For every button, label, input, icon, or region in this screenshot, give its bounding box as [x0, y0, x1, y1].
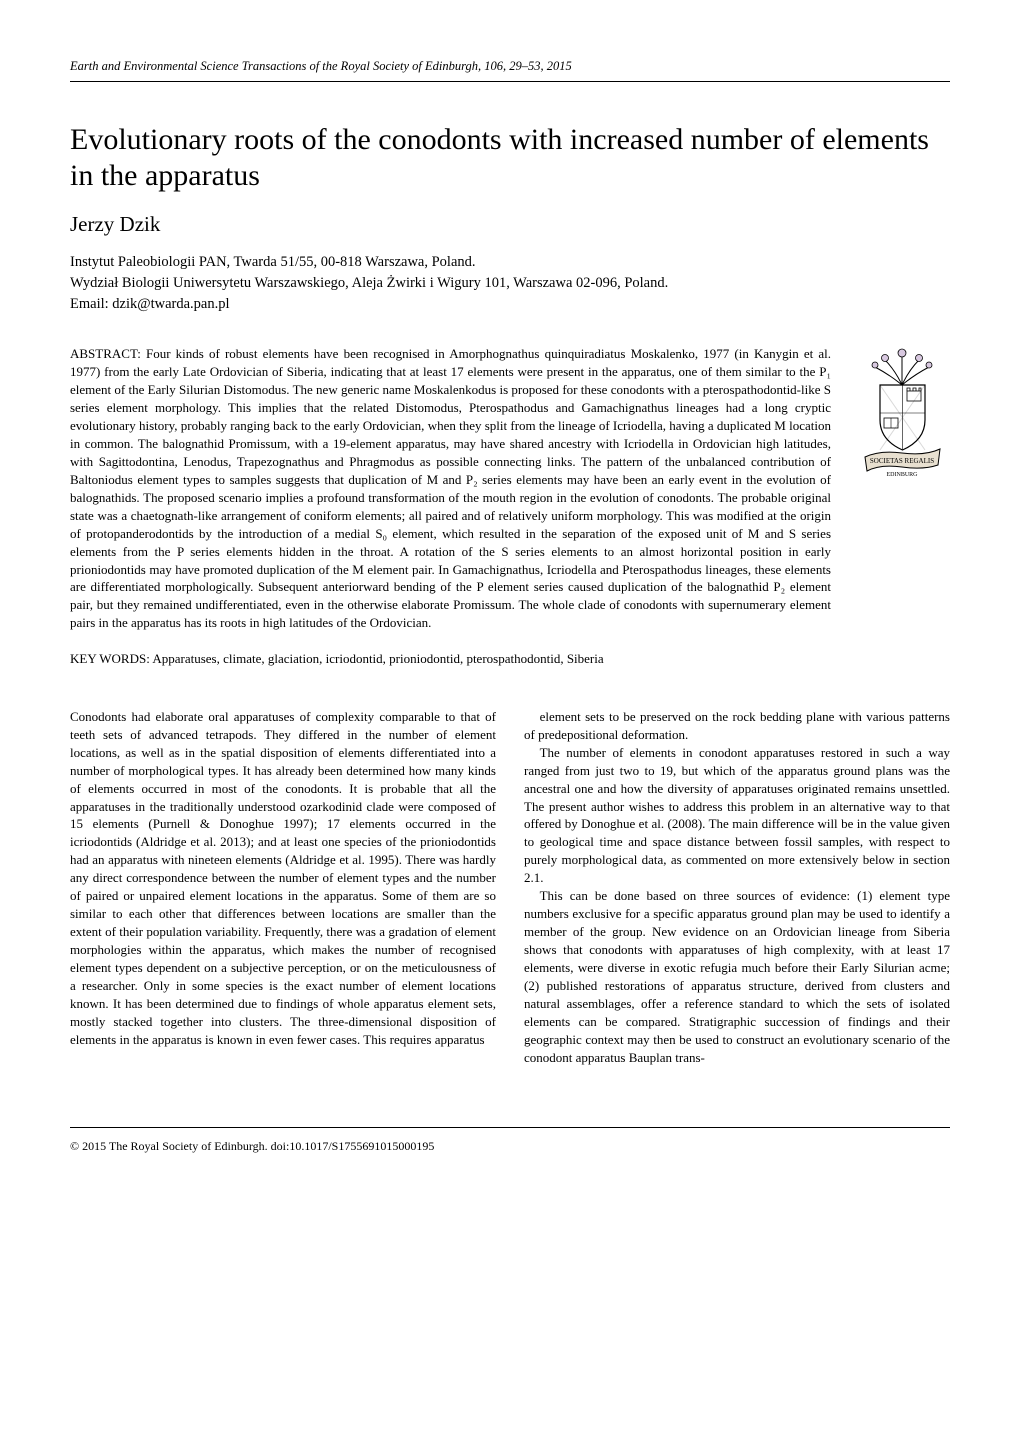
affiliation-block: Instytut Paleobiologii PAN, Twarda 51/55… — [70, 252, 950, 315]
body-p1: Conodonts had elaborate oral apparatuses… — [70, 708, 496, 1049]
footer-copyright: © 2015 The Royal Society of Edinburgh. d… — [70, 1127, 950, 1154]
article-title: Evolutionary roots of the conodonts with… — [70, 122, 950, 194]
keywords-label: KEY WORDS: — [70, 651, 152, 666]
svg-text:SOCIETAS REGALIS: SOCIETAS REGALIS — [870, 457, 934, 465]
abstract-label: ABSTRACT: — [70, 346, 146, 361]
abstract: ABSTRACT: Four kinds of robust elements … — [70, 345, 831, 632]
keywords-body: Apparatuses, climate, glaciation, icriod… — [152, 651, 603, 666]
affiliation-2: Wydział Biologii Uniwersytetu Warszawski… — [70, 273, 950, 294]
body-p3: The number of elements in conodont appar… — [524, 744, 950, 888]
keywords: KEY WORDS: Apparatuses, climate, glaciat… — [70, 650, 950, 668]
email: Email: dzik@twarda.pan.pl — [70, 294, 950, 315]
svg-text:EDINBURG: EDINBURG — [887, 472, 919, 478]
society-seal-icon: SOCIETAS REGALIS EDINBURG — [855, 345, 950, 632]
body-p2: element sets to be preserved on the rock… — [524, 708, 950, 744]
affiliation-1: Instytut Paleobiologii PAN, Twarda 51/55… — [70, 252, 950, 273]
author-name: Jerzy Dzik — [70, 210, 950, 238]
body-p4: This can be done based on three sources … — [524, 887, 950, 1066]
abstract-body: Four kinds of robust elements have been … — [70, 346, 831, 630]
running-head: Earth and Environmental Science Transact… — [70, 58, 950, 82]
body-text: Conodonts had elaborate oral apparatuses… — [70, 708, 950, 1067]
